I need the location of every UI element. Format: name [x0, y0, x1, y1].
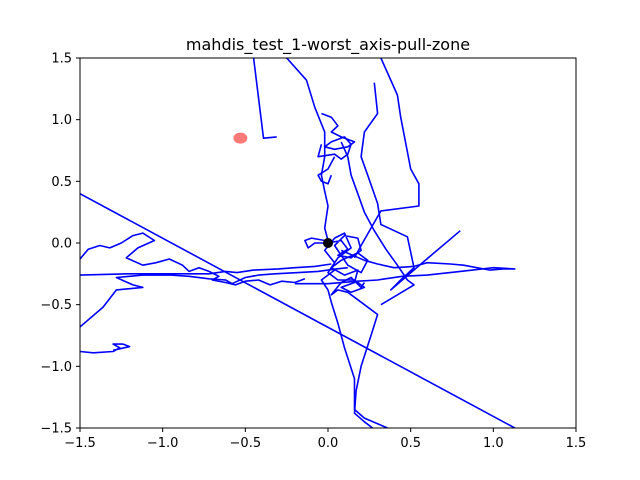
- x-tick-label: −1.0: [147, 436, 179, 451]
- trajectory-path-7: [294, 249, 516, 285]
- y-tick-label: −1.5: [40, 422, 72, 437]
- trajectory-path-10: [323, 232, 369, 294]
- y-tick-label: 0.5: [51, 175, 72, 190]
- trajectory-path-13: [286, 58, 329, 241]
- trajectory-path-4: [80, 263, 332, 276]
- x-tick-label: −1.5: [64, 436, 96, 451]
- y-tick-label: −1.0: [40, 360, 72, 375]
- x-tick-label: 0.5: [400, 436, 421, 451]
- trajectory-path-12: [360, 82, 461, 291]
- trajectory-path-5: [80, 232, 306, 286]
- trajectory-path-9: [320, 269, 388, 428]
- trajectory-path-15: [340, 141, 415, 306]
- trajectory-path-6: [80, 343, 131, 354]
- x-tick-label: 1.0: [483, 436, 504, 451]
- trajectory-path-14: [317, 112, 356, 160]
- y-tick-label: 0.0: [51, 237, 72, 252]
- origin-marker: [323, 238, 333, 248]
- trajectory-path-2: [252, 58, 277, 139]
- x-tick-label: 1.5: [566, 436, 587, 451]
- series-layer: [80, 58, 516, 428]
- trajectory-path-3: [80, 266, 348, 328]
- x-tick-label: −0.5: [230, 436, 262, 451]
- trajectory-path-1: [80, 192, 516, 428]
- trajectory-path-17: [304, 237, 328, 249]
- trajectory-path-11: [353, 58, 420, 259]
- y-axis: −1.5 −1.0 −0.5 0.0 0.5 1.0 1.5: [40, 52, 80, 437]
- y-tick-label: 1.0: [51, 113, 72, 128]
- x-tick-label: 0.0: [318, 436, 339, 451]
- chart-title: mahdis_test_1-worst_axis-pull-zone: [186, 35, 470, 55]
- trajectory-path-16: [317, 156, 336, 185]
- y-tick-label: 1.5: [51, 52, 72, 67]
- marker-layer: [233, 132, 333, 248]
- y-tick-label: −0.5: [40, 298, 72, 313]
- x-axis: −1.5 −1.0 −0.5 0.0 0.5 1.0 1.5: [64, 428, 586, 451]
- target-marker: [233, 132, 248, 144]
